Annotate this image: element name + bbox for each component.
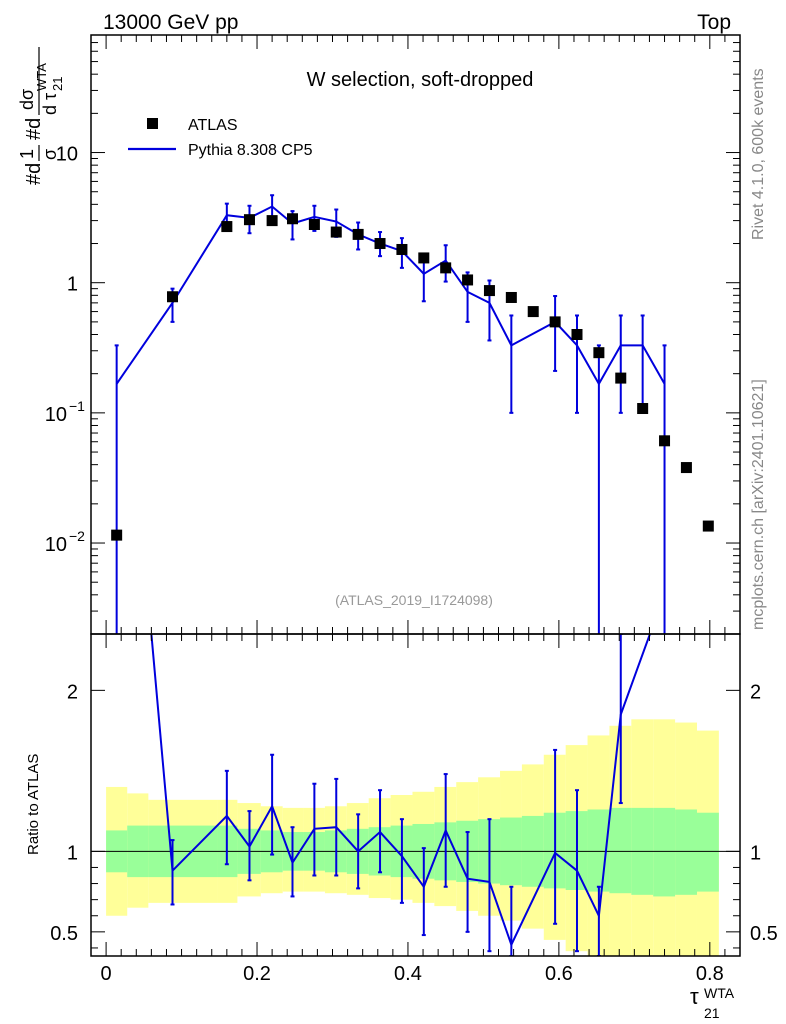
atlas-data-point bbox=[330, 226, 342, 238]
x-tick-label: 0.4 bbox=[394, 963, 422, 985]
svg-text:10: 10 bbox=[45, 534, 67, 556]
plot-title: W selection, soft-dropped bbox=[307, 69, 534, 91]
rivet-version-label: Rivet 4.1.0, 600k events bbox=[750, 68, 767, 240]
atlas-data-point bbox=[374, 238, 386, 250]
svg-text:WTA: WTA bbox=[34, 63, 49, 91]
main-y-tick-label: 10 −2 bbox=[45, 528, 85, 556]
legend: ATLAS Pythia 8.308 CP5 bbox=[128, 117, 313, 159]
atlas-data-point bbox=[571, 329, 583, 340]
atlas-data-point bbox=[440, 262, 452, 274]
svg-text:dσ: dσ bbox=[17, 89, 37, 110]
atlas-data-point bbox=[221, 221, 233, 233]
legend-pythia-label: Pythia 8.308 CP5 bbox=[188, 142, 313, 159]
main-y-tick-label: 10 −1 bbox=[45, 398, 85, 426]
atlas-data-point bbox=[505, 291, 517, 303]
atlas-data-point bbox=[615, 372, 627, 384]
atlas-data-point bbox=[702, 520, 714, 532]
main-y-tick-label: 10 bbox=[56, 144, 78, 166]
main-y-tick-label: 1 bbox=[67, 274, 78, 296]
svg-text:−1: −1 bbox=[69, 398, 85, 414]
ratio-y-tick-label-right: 1 bbox=[750, 842, 761, 864]
svg-text:21: 21 bbox=[50, 77, 65, 91]
svg-text:10: 10 bbox=[45, 404, 67, 426]
atlas-data-point bbox=[637, 403, 649, 415]
svg-text:1: 1 bbox=[67, 274, 78, 296]
mcplots-source-label: mcplots.cern.ch [arXiv:2401.10621] bbox=[750, 379, 767, 630]
legend-atlas-marker bbox=[147, 118, 158, 129]
atlas-data-point bbox=[266, 215, 278, 227]
atlas-data-points bbox=[111, 213, 714, 541]
atlas-data-point bbox=[462, 274, 474, 286]
atlas-data-point bbox=[527, 306, 539, 318]
ratio-line bbox=[150, 634, 652, 948]
main-axis-ticks bbox=[91, 34, 741, 635]
analysis-reference: (ATLAS_2019_I1724098) bbox=[335, 592, 493, 608]
green-band-segment bbox=[696, 812, 719, 892]
pythia-error-bars bbox=[114, 194, 667, 634]
x-tick-label: 0.6 bbox=[545, 963, 573, 985]
atlas-data-point bbox=[593, 347, 605, 359]
atlas-data-point bbox=[418, 252, 430, 264]
svg-text:10: 10 bbox=[56, 144, 78, 166]
x-axis-label: τ WTA 21 bbox=[690, 984, 735, 1021]
x-tick-label: 0 bbox=[101, 963, 112, 985]
atlas-data-point bbox=[549, 316, 561, 328]
svg-text:1: 1 bbox=[17, 149, 37, 159]
svg-text:d τ: d τ bbox=[40, 93, 60, 115]
ratio-y-tick-label-right: 2 bbox=[750, 681, 761, 703]
ratio-plot-frame bbox=[90, 633, 741, 957]
x-tick-label: 0.8 bbox=[696, 963, 724, 985]
main-y-axis-label: #d 1 σ #d dσ d τ WTA 21 bbox=[17, 47, 65, 185]
svg-text:21: 21 bbox=[704, 1005, 720, 1021]
ratio-y-axis-label: Ratio to ATLAS bbox=[25, 754, 42, 855]
svg-text:σ: σ bbox=[40, 149, 60, 160]
ratio-axis-ticks bbox=[91, 634, 741, 956]
svg-text:WTA: WTA bbox=[704, 985, 735, 1001]
svg-text:τ: τ bbox=[690, 984, 699, 1009]
atlas-data-point bbox=[680, 462, 692, 474]
atlas-data-point bbox=[167, 291, 179, 303]
ratio-y-tick-label: 0.5 bbox=[50, 923, 78, 945]
atlas-data-point bbox=[483, 285, 495, 297]
atlas-data-point bbox=[659, 435, 671, 447]
svg-text:#d: #d bbox=[23, 118, 45, 140]
ratio-y-tick-labels: 0.5 0.5 1 1 2 2 bbox=[50, 681, 778, 945]
x-tick-labels: 0 0.2 0.4 0.6 0.8 bbox=[101, 963, 724, 985]
process-label: Top bbox=[697, 11, 731, 34]
atlas-data-point bbox=[243, 214, 255, 226]
ratio-y-tick-label-right: 0.5 bbox=[750, 923, 778, 945]
legend-atlas-label: ATLAS bbox=[188, 117, 238, 134]
atlas-data-point bbox=[352, 228, 364, 240]
x-tick-label: 0.2 bbox=[243, 963, 271, 985]
ratio-y-tick-label: 1 bbox=[67, 842, 78, 864]
green-band-segment bbox=[653, 807, 676, 897]
atlas-data-point bbox=[396, 243, 408, 255]
svg-text:#d: #d bbox=[23, 163, 45, 185]
beam-energy-label: 13000 GeV pp bbox=[103, 11, 238, 34]
atlas-data-point bbox=[286, 213, 298, 225]
pythia-line bbox=[115, 205, 666, 386]
svg-text:−2: −2 bbox=[69, 528, 85, 544]
ratio-y-tick-label: 2 bbox=[67, 681, 78, 703]
green-band-segment bbox=[609, 807, 632, 894]
atlas-data-point bbox=[111, 529, 123, 541]
green-band-segment bbox=[675, 809, 697, 895]
atlas-data-point bbox=[308, 219, 320, 231]
